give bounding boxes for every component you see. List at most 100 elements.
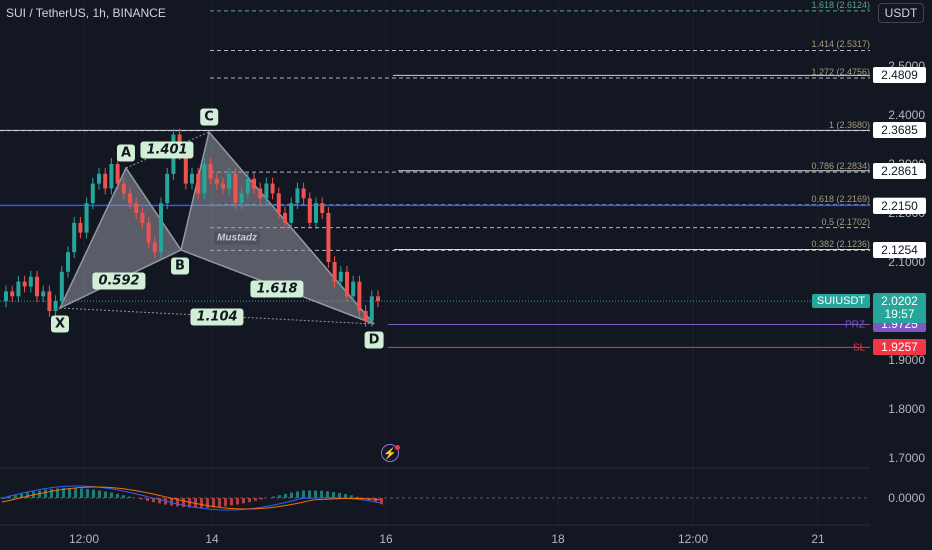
point-c: C [200, 108, 218, 126]
candle-body [16, 281, 21, 297]
macd-bar [350, 495, 353, 498]
macd-bar [188, 498, 191, 508]
ratio-abc: 1.401 [140, 141, 194, 159]
macd-bar [158, 498, 161, 504]
macd-bar [146, 498, 149, 501]
candle-body [72, 222, 77, 253]
candle-body [252, 178, 256, 189]
candle-body [196, 173, 201, 194]
macd-line [1, 485, 381, 511]
macd-bar [152, 498, 155, 503]
macd-bar [278, 495, 281, 498]
macd-bar [212, 498, 215, 508]
candle-body [376, 296, 380, 302]
time-tick: 12:00 [677, 532, 709, 546]
countdown: 19:57 [884, 307, 915, 321]
candle-body [326, 213, 331, 262]
candle-body [345, 271, 349, 297]
candle-body [245, 178, 250, 194]
ratio-xad: 1.104 [190, 308, 244, 326]
macd-bar [308, 490, 311, 498]
macd-bar [14, 495, 17, 498]
prz-label: PRZ [845, 319, 865, 331]
macd-zero-label: 0.0000 [888, 491, 925, 505]
current-price-box: 2.0202 19:57 [873, 293, 926, 323]
candle-body [78, 222, 83, 233]
macd-bar [236, 498, 239, 505]
candle-body [214, 178, 219, 184]
macd-bar [296, 491, 299, 498]
macd-bar [380, 498, 383, 505]
macd-bar [254, 498, 257, 501]
price-label-box: 1.9257 [873, 339, 926, 356]
candle-body [109, 164, 114, 189]
macd-bar [338, 492, 341, 498]
price-tick: 2.1000 [888, 255, 925, 269]
fib-label: 1 (2.3680) [828, 119, 870, 130]
macd-bar [260, 498, 263, 500]
signal-line [1, 486, 381, 510]
candle-body [183, 154, 188, 184]
point-x: X [50, 315, 70, 333]
macd-bar [92, 489, 95, 498]
candle-body [97, 173, 101, 184]
candle-body [208, 164, 213, 179]
candle-body [258, 188, 263, 199]
candle-body [307, 198, 312, 223]
fib-label: 0.786 (2.2834) [811, 161, 870, 172]
candle-body [351, 281, 356, 297]
candle-body [59, 271, 64, 302]
macd-bar [56, 488, 59, 498]
macd-bar [20, 493, 23, 498]
macd-bar [86, 488, 89, 498]
candle-body [41, 291, 46, 297]
price-label-box: 2.3685 [873, 122, 926, 139]
candle-body [301, 188, 306, 199]
macd-bar [170, 498, 173, 506]
price-label-box: 2.1254 [873, 241, 926, 258]
candle-body [190, 173, 194, 184]
macd-bar [320, 490, 323, 498]
time-tick: 16 [379, 532, 393, 546]
chart-title: SUI / TetherUS, 1h, BINANCE [6, 6, 166, 20]
price-label-box: 2.2150 [873, 197, 926, 214]
candle-body [159, 203, 163, 253]
macd-bar [302, 490, 305, 498]
macd-bar [326, 491, 329, 498]
macd-bar [140, 498, 143, 500]
candle-body [270, 183, 275, 194]
author-watermark: Mustadz [214, 231, 260, 245]
fib-label: 0.382 (2.1236) [811, 239, 870, 250]
fib-label: 1.414 (2.5317) [811, 39, 870, 50]
time-tick: 12:00 [68, 532, 100, 546]
candle-body [53, 301, 58, 311]
price-label-box: 2.4809 [873, 67, 926, 84]
macd-bar [206, 498, 209, 508]
macd-bar [272, 496, 275, 498]
candle-body [134, 203, 139, 213]
candle-body [146, 222, 151, 243]
macd-bar [98, 490, 101, 498]
macd-bar [68, 488, 71, 498]
macd-bar [26, 492, 29, 498]
alert-dot-icon [395, 445, 400, 450]
candle-body [276, 193, 281, 213]
candle-body [264, 183, 269, 199]
macd-bar [62, 488, 65, 498]
candle-body [35, 276, 39, 297]
currency-button[interactable]: USDT [878, 3, 924, 23]
price-tick: 1.8000 [888, 402, 925, 416]
candle-body [10, 291, 15, 297]
alert-icon[interactable]: ⚡ [381, 444, 399, 462]
current-price: 2.0202 [881, 294, 918, 308]
macd-bar [128, 496, 131, 498]
macd-bar [356, 496, 359, 498]
macd-bar [110, 492, 113, 498]
candle-body [338, 271, 343, 282]
macd-bar [80, 488, 83, 498]
macd-bar [176, 498, 179, 507]
candle-body [4, 291, 8, 302]
macd-bar [374, 498, 377, 503]
candle-body [202, 164, 207, 194]
candle-body [28, 276, 33, 287]
